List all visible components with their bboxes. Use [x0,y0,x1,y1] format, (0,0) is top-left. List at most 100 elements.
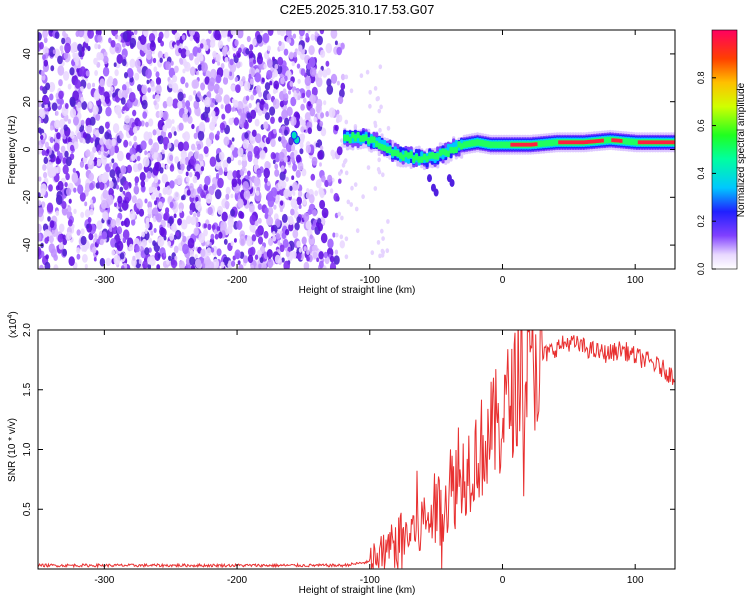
heatmap-cell [153,100,157,106]
heatmap-cell [317,222,323,232]
heatmap-cell [62,157,67,164]
heatmap-cell [221,113,226,120]
heatmap-cell [169,154,174,161]
heatmap-cell [209,121,216,131]
heatmap-cell [285,229,290,236]
heatmap-cell [223,136,230,146]
heatmap-cell [315,142,319,148]
heatmap-cell [145,217,150,224]
heatmap-cell [224,56,229,63]
heatmap-cell [167,223,170,228]
heatmap-cell [544,139,549,147]
heatmap-cell [627,138,631,145]
y-tick-label: 0.5 [22,502,33,516]
heatmap-cell [299,148,304,155]
heatmap-cell [263,121,269,130]
heatmap-cell [177,218,182,226]
heatmap-cell [157,50,163,59]
heatmap-cell [195,258,202,269]
heatmap-cell [136,198,143,209]
heatmap-cell [122,237,126,243]
heatmap-cell [61,201,67,209]
heatmap-cell [319,260,324,269]
heatmap-cell [247,254,254,264]
heatmap-cell [237,147,244,157]
heatmap-cell [566,140,570,145]
heatmap-cell [199,95,203,101]
spectrogram-ylabel: Frequency (Hz) [7,116,18,185]
heatmap-cell [268,237,274,246]
heatmap-cell [77,109,81,114]
heatmap-cell [333,192,340,202]
heatmap-cell [436,153,440,160]
heatmap-cell [129,58,136,68]
heatmap-cell [89,151,95,159]
heatmap-cell [200,249,206,257]
heatmap-cell [426,174,432,183]
heatmap-cell [321,207,329,219]
heatmap-cell [114,145,119,154]
heatmap-cell [197,186,202,194]
heatmap-cell [172,98,179,109]
heatmap-cell [150,230,154,236]
snr-xlabel: Height of straight line (km) [299,585,416,596]
heatmap-cell [336,146,343,156]
heatmap-cell [270,138,276,148]
heatmap-cell [420,156,424,163]
heatmap-cell [175,231,180,237]
heatmap-cell [294,204,299,212]
heatmap-cell [208,132,215,141]
heatmap-cell [231,260,236,267]
heatmap-cell [308,194,315,204]
heatmap-cell [58,242,64,250]
heatmap-cell [333,255,340,265]
heatmap-cell [326,67,331,76]
heatmap-cell [73,141,79,150]
heatmap-cell [336,118,340,124]
heatmap-cell [278,136,282,142]
heatmap-cell [372,136,376,143]
heatmap-cell [266,249,273,259]
heatmap-cell [71,41,78,52]
heatmap-cell [114,202,117,208]
heatmap-cell [257,217,262,224]
heatmap-cell [98,52,104,61]
heatmap-cell [231,178,238,188]
heatmap-cell [239,236,246,247]
heatmap-cell [100,146,105,152]
heatmap-cell [399,152,403,159]
heatmap-cell [351,131,355,139]
heatmap-cell [98,150,102,156]
heatmap-cell [582,140,586,145]
heatmap-cell [293,51,297,58]
heatmap-cell [414,153,419,161]
heatmap-cell [318,69,323,76]
heatmap-cell [92,105,99,115]
heatmap-cell [40,134,44,140]
heatmap-cell [383,144,387,152]
heatmap-cell [181,231,185,237]
heatmap-cell [249,222,256,233]
heatmap-cell [412,156,416,163]
heatmap-cell [301,120,306,127]
heatmap-cell [85,149,91,158]
heatmap-cell [80,86,84,92]
heatmap-cell [105,257,112,267]
heatmap-cell [201,62,208,73]
heatmap-cell [310,33,315,41]
x-tick-label: -300 [94,575,114,586]
heatmap-cell [142,260,148,269]
heatmap-cell [319,30,325,35]
heatmap-cell [312,209,317,217]
heatmap-cell [189,35,194,42]
heatmap-cell [115,217,121,227]
heatmap-cell [271,225,274,231]
heatmap-cell [180,219,188,230]
heatmap-cell [163,252,167,257]
heatmap-cell [213,229,218,235]
heatmap-cell [273,80,280,90]
heatmap-cell [381,172,385,178]
heatmap-cell [84,263,88,269]
heatmap-cell [208,261,215,269]
heatmap-cell [255,133,262,144]
